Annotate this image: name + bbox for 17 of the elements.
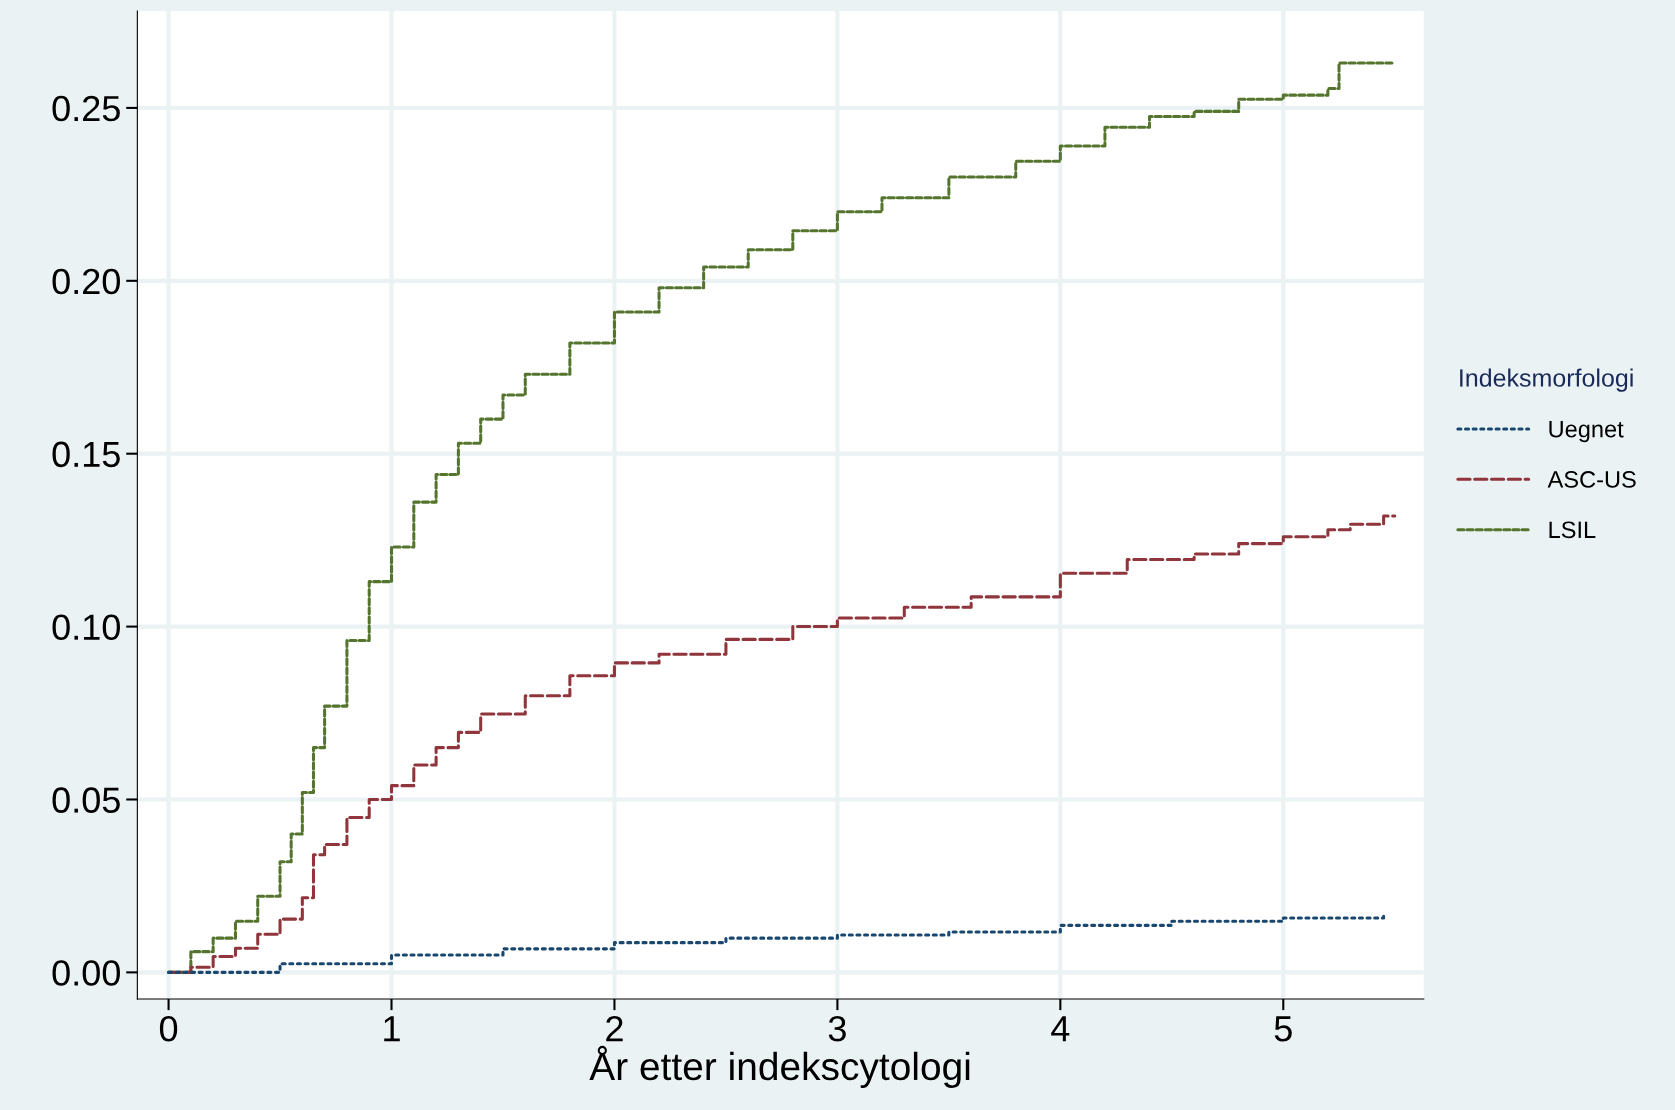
x-tick-label: 3: [828, 1015, 846, 1042]
y-tick-label: 0.25: [52, 95, 120, 122]
y-tick-label: 0.15: [52, 441, 120, 468]
x-tick-label: 4: [1051, 1016, 1070, 1042]
legend-label: Uegnet: [1549, 420, 1624, 443]
y-tick-label: 0.05: [52, 787, 120, 813]
y-tick-label: 0.10: [52, 614, 120, 641]
x-tick-label: 5: [1274, 1016, 1292, 1042]
x-axis-title: År etter indekscytologi: [589, 1045, 970, 1088]
x-tick-label: 2: [606, 1015, 623, 1042]
legend-title: Indeksmorfologi: [1460, 368, 1633, 392]
x-tick-label: 1: [384, 1016, 400, 1042]
x-tick-label: 0: [159, 1015, 178, 1042]
y-tick-label: 0.20: [52, 268, 120, 295]
legend-label: ASC-US: [1547, 471, 1636, 488]
y-tick-label: 0.00: [52, 960, 120, 986]
legend-label: LSIL: [1549, 521, 1596, 539]
